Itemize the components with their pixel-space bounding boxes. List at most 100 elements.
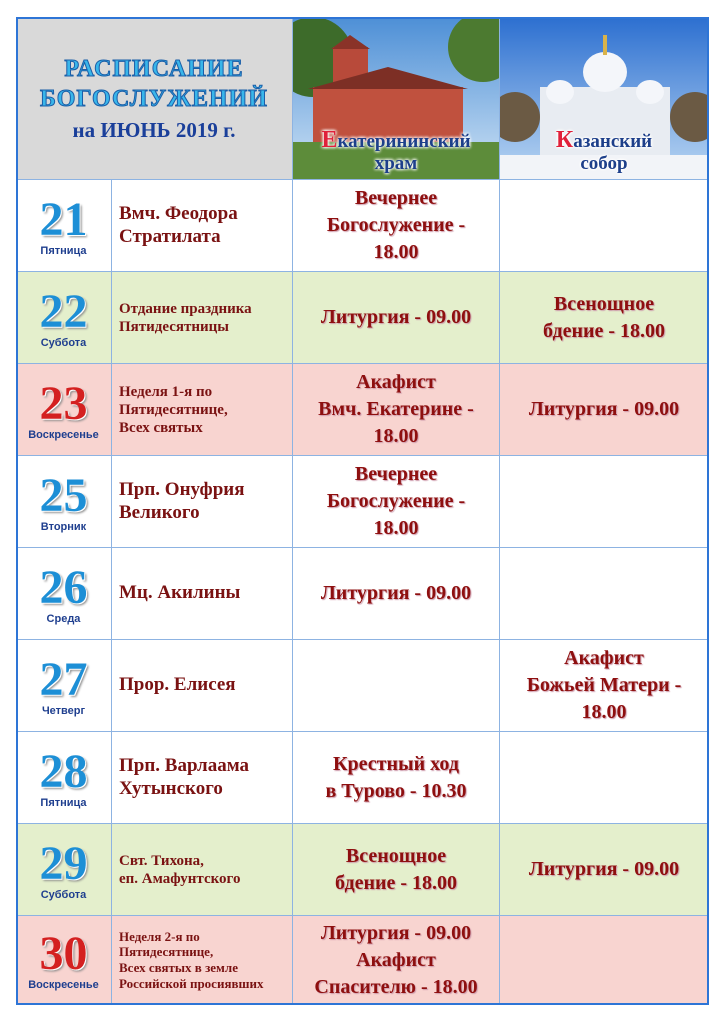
service-cell: Вечернее Богослужение - 18.00 bbox=[293, 180, 500, 272]
day-number: 28 bbox=[39, 744, 88, 798]
service-line: Литургия - 09.00 bbox=[320, 921, 472, 944]
church-name-line: Казанский bbox=[555, 127, 653, 153]
service-line: Крестный ход bbox=[333, 752, 459, 775]
day-number: 29 bbox=[39, 836, 88, 890]
feast-line: Прп. Онуфрия bbox=[119, 478, 245, 500]
day-number: 25 bbox=[39, 468, 88, 522]
service-line: Божьей Матери - bbox=[526, 674, 682, 696]
service-cell bbox=[500, 456, 709, 548]
photo bbox=[500, 17, 708, 179]
weekday: Воскресенье bbox=[28, 428, 99, 441]
church-name-line: собор bbox=[580, 153, 628, 174]
feast-cell: Прп. Онуфрия Великого bbox=[112, 456, 293, 548]
feast-line: Всех святых bbox=[119, 419, 203, 436]
weekday: Среда bbox=[46, 612, 81, 625]
service-cell: Литургия - 09.00 bbox=[500, 824, 709, 916]
feast-line: Мц. Акилины bbox=[119, 582, 241, 604]
service-line: Литургия - 09.00 bbox=[320, 306, 472, 328]
service-cell bbox=[293, 640, 500, 732]
service-line: Вечернее bbox=[354, 463, 438, 485]
feast-line: Пятидесятницы bbox=[119, 318, 230, 335]
service-line: бдение - 18.00 bbox=[542, 319, 666, 342]
feast-cell: Мц. Акилины bbox=[112, 548, 293, 640]
church-name-line: храм bbox=[374, 153, 418, 174]
date-cell: 26 Среда bbox=[16, 548, 112, 640]
day-number: 23 bbox=[39, 376, 88, 430]
church-photo-2: Казанский собор bbox=[500, 17, 709, 180]
service-cell: Акафист Божьей Матери - 18.00 bbox=[500, 640, 709, 732]
service-line: Вечернее bbox=[354, 187, 438, 209]
date-cell: 27 Четверг bbox=[16, 640, 112, 732]
service-line: 18.00 bbox=[373, 517, 419, 539]
service-line: Вмч. Екатерине - bbox=[318, 398, 474, 420]
subtitle: на ИЮНЬ 2019 г. bbox=[72, 117, 236, 142]
day-number: 26 bbox=[39, 560, 88, 614]
service-cell bbox=[500, 916, 709, 1005]
weekday: Суббота bbox=[40, 336, 87, 349]
church-name: Казанский собор bbox=[500, 129, 708, 175]
service-line: Акафист bbox=[356, 371, 436, 393]
weekday: Суббота bbox=[40, 888, 87, 901]
feast-line: Отдание праздника bbox=[119, 300, 252, 317]
date-cell: 25 Вторник bbox=[16, 456, 112, 548]
service-line: Литургия - 09.00 bbox=[320, 582, 472, 604]
date-cell: 21 Пятница bbox=[16, 180, 112, 272]
date-cell: 22 Суббота bbox=[16, 272, 112, 364]
weekday: Пятница bbox=[40, 796, 87, 809]
feast-cell: Неделя 2-я по Пятидесятнице, Всех святых в… bbox=[112, 916, 293, 1005]
feast-line: Прп. Варлаама bbox=[119, 754, 250, 776]
feast-line: Российской просиявших bbox=[119, 975, 264, 991]
feast-line: Пятидесятнице, bbox=[119, 401, 228, 418]
feast-line: Свт. Тихона, bbox=[119, 852, 204, 869]
feast-line: Стратилата bbox=[119, 225, 221, 247]
service-line: 18.00 bbox=[373, 241, 419, 263]
day-number: 27 bbox=[39, 652, 88, 706]
service-cell: Вечернее Богослужение - 18.00 bbox=[293, 456, 500, 548]
service-cell bbox=[500, 548, 709, 640]
feast-line: Прор. Елисея bbox=[119, 674, 236, 696]
service-cell: Всенощное бдение - 18.00 bbox=[500, 272, 709, 364]
service-line: Богослужение - bbox=[326, 214, 466, 236]
feast-cell: Прп. Варлаама Хутынского bbox=[112, 732, 293, 824]
title: БОГОСЛУЖЕНИЙ bbox=[40, 85, 268, 112]
service-line: Литургия - 09.00 bbox=[528, 858, 680, 880]
day-number: 30 bbox=[39, 927, 88, 980]
feast-cell: Вмч. Феодора Стратилата bbox=[112, 180, 293, 272]
service-cell: Акафист Вмч. Екатерине - 18.00 bbox=[293, 364, 500, 456]
service-line: Богослужение - bbox=[326, 490, 466, 512]
weekday: Пятница bbox=[40, 244, 87, 257]
service-cell: Всенощное бдение - 18.00 bbox=[293, 824, 500, 916]
service-cell bbox=[500, 180, 709, 272]
photo bbox=[293, 17, 499, 179]
feast-cell: Неделя 1-я по Пятидесятнице, Всех святых bbox=[112, 364, 293, 456]
service-line: Акафист bbox=[564, 647, 644, 669]
date-cell: 30 Воскресенье bbox=[16, 916, 112, 1005]
feast-line: Вмч. Феодора bbox=[119, 202, 238, 224]
title: РАСПИСАНИЕ bbox=[64, 55, 244, 82]
date-cell: 29 Суббота bbox=[16, 824, 112, 916]
service-cell bbox=[500, 732, 709, 824]
day-number: 22 bbox=[39, 284, 88, 338]
feast-cell: Прор. Елисея bbox=[112, 640, 293, 732]
service-line: Литургия - 09.00 bbox=[528, 398, 680, 420]
feast-line: Великого bbox=[119, 501, 200, 523]
day-number: 21 bbox=[39, 192, 88, 246]
service-cell: Литургия - 09.00 bbox=[293, 548, 500, 640]
header-title-cell: РАСПИСАНИЕ БОГОСЛУЖЕНИЙ на ИЮНЬ 2019 г. bbox=[16, 17, 293, 180]
feast-cell: Отдание праздника Пятидесятницы bbox=[112, 272, 293, 364]
service-line: бдение - 18.00 bbox=[334, 871, 458, 894]
church-name-line: Екатерининский bbox=[321, 127, 471, 153]
service-cell: Литургия - 09.00 Акафист Спасителю - 18.00 bbox=[293, 916, 500, 1005]
feast-line: еп. Амафунтского bbox=[119, 870, 241, 887]
service-cell: Литургия - 09.00 bbox=[293, 272, 500, 364]
feast-line: Хутынского bbox=[119, 777, 223, 799]
service-line: Всенощное bbox=[553, 292, 655, 315]
service-line: в Турово - 10.30 bbox=[325, 779, 467, 802]
date-cell: 23 Воскресенье bbox=[16, 364, 112, 456]
weekday: Воскресенье bbox=[28, 979, 99, 991]
weekday: Вторник bbox=[40, 520, 87, 533]
service-line: 18.00 bbox=[581, 701, 627, 723]
feast-cell: Свт. Тихона, еп. Амафунтского bbox=[112, 824, 293, 916]
feast-line: Пятидесятнице, bbox=[119, 944, 214, 960]
